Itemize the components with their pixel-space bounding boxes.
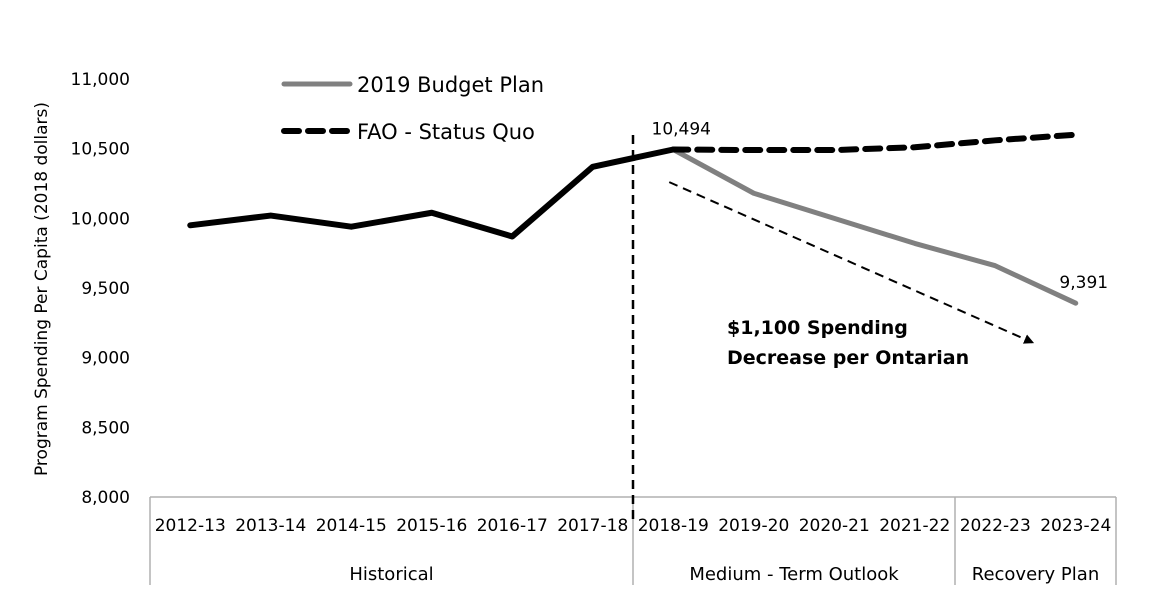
group-label: Recovery Plan: [972, 564, 1099, 585]
y-tick-label: 8,500: [81, 418, 130, 438]
series-line-fao-status-quo: [670, 131, 1079, 154]
series-lines: [187, 131, 1079, 306]
x-tick-label: 2023-24: [1040, 516, 1111, 536]
x-tick-label: 2016-17: [477, 516, 548, 536]
y-tick-label: 8,000: [81, 488, 130, 508]
x-axis-categories: 2012-13 2013-14 2014-15 2015-16 2016-17 2017-…: [155, 516, 1112, 536]
x-tick-label: 2018-19: [638, 516, 709, 536]
x-tick-label: 2021-22: [879, 516, 950, 536]
series-line-historical: [187, 146, 677, 240]
group-label: Historical: [349, 564, 433, 585]
x-tick-label: 2012-13: [155, 516, 226, 536]
legend-label-fao: FAO - Status Quo: [357, 120, 535, 144]
annotation-line-1: $1,100 Spending: [727, 317, 908, 339]
x-tick-label: 2022-23: [960, 516, 1031, 536]
y-tick-label: 9,500: [81, 279, 130, 299]
y-tick-label: 10,000: [71, 209, 130, 229]
decrease-arrow: [668, 181, 1035, 344]
x-tick-label: 2019-20: [718, 516, 789, 536]
data-labels: 10,494 9,391: [652, 120, 1109, 294]
y-tick-label: 10,500: [71, 140, 130, 160]
legend-label-budget: 2019 Budget Plan: [357, 73, 544, 97]
group-label: Medium - Term Outlook: [689, 564, 899, 585]
x-tick-label: 2017-18: [557, 516, 628, 536]
y-axis-ticks: 8,000 8,500 9,000 9,500 10,000 10,500 11,000: [71, 70, 130, 508]
data-label: 10,494: [652, 120, 711, 140]
x-tick-label: 2014-15: [316, 516, 387, 536]
x-tick-label: 2015-16: [396, 516, 467, 536]
y-axis-label: Program Spending Per Capita (2018 dollar…: [32, 102, 52, 476]
x-axis-groups: Historical Medium - Term Outlook Recovery …: [349, 564, 1099, 585]
series-line-2019-budget-plan: [670, 147, 1079, 306]
y-tick-label: 9,000: [81, 349, 130, 369]
x-tick-label: 2020-21: [799, 516, 870, 536]
y-tick-label: 11,000: [71, 70, 130, 90]
annotation-line-2: Decrease per Ontarian: [727, 347, 969, 369]
legend: 2019 Budget Plan FAO - Status Quo: [281, 73, 544, 144]
x-tick-label: 2013-14: [235, 516, 306, 536]
data-label: 9,391: [1059, 273, 1108, 293]
